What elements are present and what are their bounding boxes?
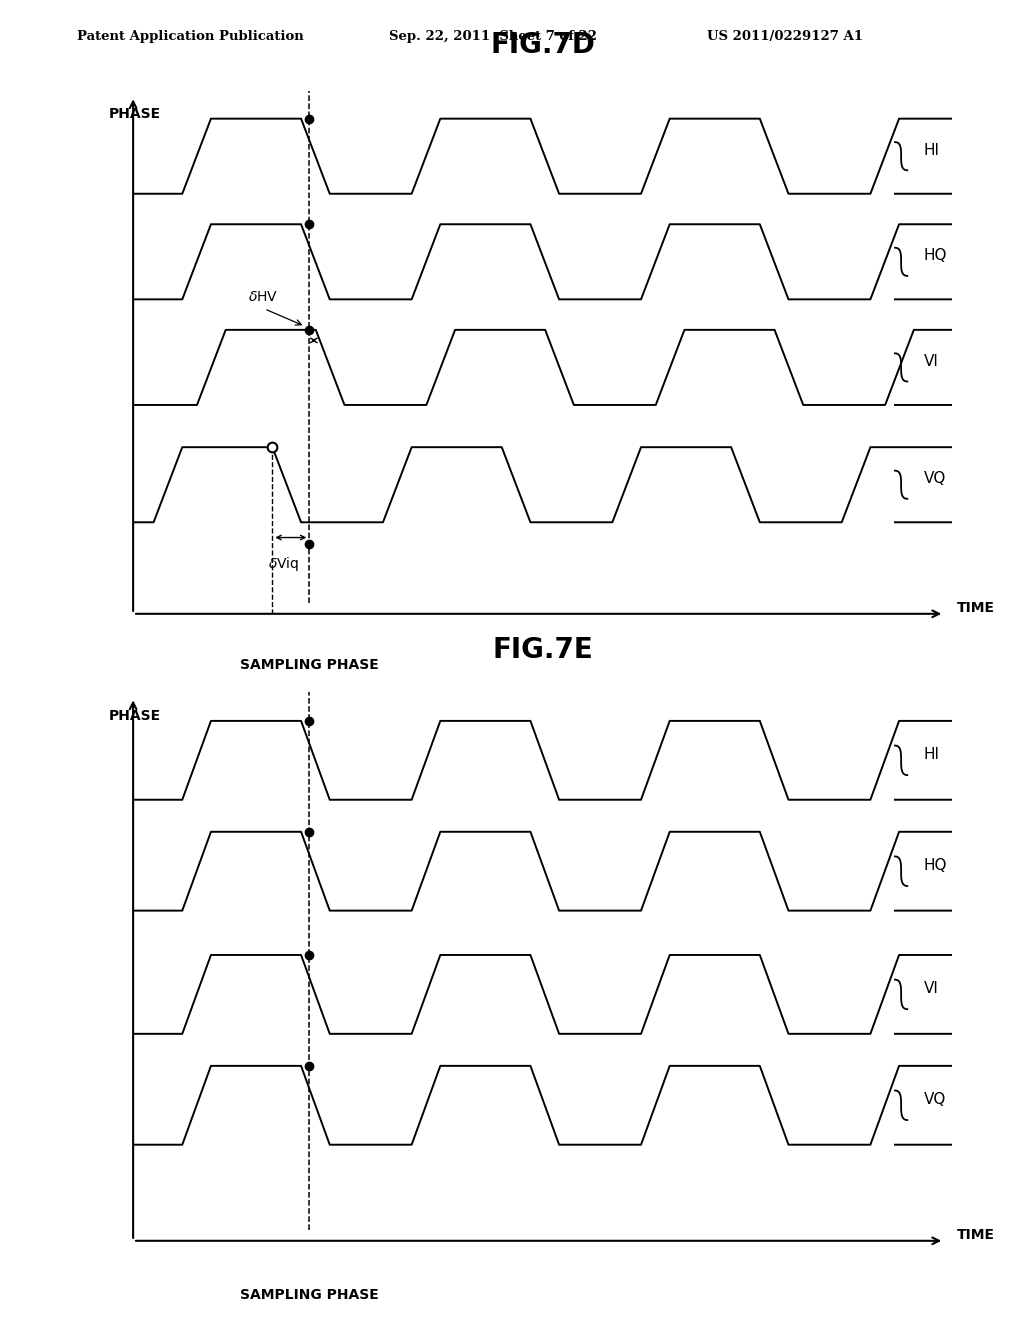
Text: FIG.7D: FIG.7D [490,32,595,59]
Text: HQ: HQ [924,248,947,264]
Text: TIME: TIME [956,601,994,615]
Text: HI: HI [924,747,940,762]
Text: VI: VI [924,354,939,370]
Text: SAMPLING PHASE: SAMPLING PHASE [240,1287,379,1302]
Text: VI: VI [924,981,939,995]
Text: TIME: TIME [956,1228,994,1242]
Text: HQ: HQ [924,858,947,873]
Text: VQ: VQ [924,1092,946,1106]
Text: Patent Application Publication: Patent Application Publication [77,30,303,44]
Text: $\delta$HV: $\delta$HV [248,290,279,304]
Text: US 2011/0229127 A1: US 2011/0229127 A1 [707,30,862,44]
Text: PHASE: PHASE [109,107,161,121]
Text: PHASE: PHASE [109,709,161,722]
Text: FIG.7E: FIG.7E [493,636,593,664]
Text: $\delta$Viq: $\delta$Viq [268,556,300,573]
Text: SAMPLING PHASE: SAMPLING PHASE [240,659,379,672]
Text: Sep. 22, 2011  Sheet 7 of 22: Sep. 22, 2011 Sheet 7 of 22 [389,30,597,44]
Text: HI: HI [924,143,940,158]
Text: VQ: VQ [924,471,946,486]
